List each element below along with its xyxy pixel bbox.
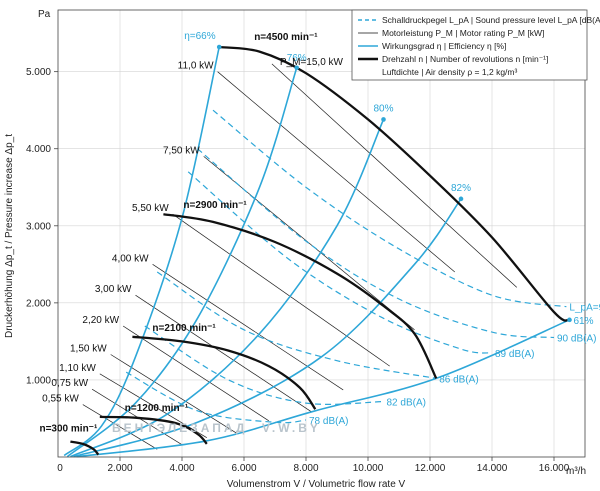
power-label: 0,75 kW (51, 378, 88, 389)
power-line (152, 264, 344, 391)
efficiency-label: 61% (574, 316, 594, 327)
x-tick-label: 10.000 (353, 463, 384, 474)
sound-curve (212, 109, 567, 308)
power-label: 4,00 kW (112, 253, 149, 264)
sound-label: 90 dB(A) (557, 334, 596, 345)
legend-sound: Schalldruckpegel L_pA | Sound pressure l… (382, 15, 600, 25)
legend-speed: Drehzahl n | Number of revolutions n [mi… (382, 54, 548, 64)
efficiency-curve (73, 198, 462, 458)
sound-label: 78 dB(A) (309, 416, 348, 427)
sound-curve (197, 148, 555, 339)
y-tick-label: 2.000 (26, 298, 51, 309)
efficiency-curve (70, 119, 385, 458)
x-tick-label: 14.000 (477, 463, 508, 474)
x-tick-label: 2.000 (107, 463, 132, 474)
y-tick-label: 3.000 (26, 221, 51, 232)
x-tick-label: 8.000 (293, 463, 318, 474)
legend-efficiency: Wirkungsgrad η | Efficiency η [%] (382, 41, 506, 51)
x-unit-label: m³/h (566, 466, 586, 477)
speed-curve (70, 440, 100, 456)
power-label: 2,20 kW (82, 315, 119, 326)
speed-label: n=4500 min⁻¹ (254, 32, 318, 43)
efficiency-marker (294, 65, 300, 71)
axes: 2.000 4.000 6.000 8.000 10.000 12.000 14.000 16… (26, 9, 586, 474)
sound-label: 89 dB(A) (495, 349, 534, 360)
efficiency-label: 82% (451, 183, 471, 194)
watermark-left: ВЕНТЭЛЕЗАПАД (112, 421, 247, 435)
power-line (122, 325, 269, 422)
speed-curve (219, 45, 571, 322)
power-label: P_M=15,0 kW (280, 57, 344, 68)
efficiency-curve (76, 319, 570, 458)
x-tick-label: 16.000 (539, 463, 570, 474)
motor-power-lines (82, 63, 518, 450)
legend-power: Motorleistung P_M | Motor rating P_M [kW… (382, 28, 544, 38)
power-label: 3,00 kW (95, 284, 132, 295)
power-line (135, 294, 313, 413)
efficiency-marker (567, 317, 572, 323)
x-axis-title: Volumenstrom V / Volumetric flow rate V (227, 479, 406, 490)
y-axis-title: Druckerhöhung Δp_t / Pressure increase Δ… (4, 134, 15, 338)
sound-label: L_pA=92 dB(A) (569, 303, 600, 314)
power-label: 11,0 kW (178, 61, 214, 72)
power-line (99, 373, 207, 439)
sound-label: 82 dB(A) (387, 398, 426, 409)
x-tick-label-zero: 0 (57, 463, 63, 474)
sound-label: 86 dB(A) (439, 374, 478, 385)
speed-label: n=300 min⁻¹ (39, 424, 97, 435)
speed-label: n=2100 min⁻¹ (152, 323, 216, 334)
power-label: 7,50 kW (163, 145, 200, 156)
efficiency-marker (381, 117, 386, 122)
x-tick-label: 6.000 (231, 463, 256, 474)
efficiency-curve (63, 46, 220, 457)
efficiency-label: 76% (287, 53, 307, 64)
efficiency-marker (458, 196, 464, 202)
y-tick-label: 4.000 (26, 144, 51, 155)
sound-curve (156, 271, 437, 379)
speed-curve (99, 415, 208, 445)
power-line (82, 404, 158, 450)
plot-frame (57, 9, 586, 458)
y-tick-label: 1.000 (26, 375, 51, 386)
x-tick-label: 12.000 (415, 463, 446, 474)
power-label: 5,50 kW (132, 203, 169, 214)
sound-curve (187, 171, 493, 354)
efficiency-marker (216, 44, 222, 50)
curve-labels: n=4500 min⁻¹ n=2900 min⁻¹ n=2100 min⁻¹ n=12… (39, 31, 600, 435)
y-tick-label: 5.000 (26, 67, 51, 78)
efficiency-curves (63, 46, 570, 458)
speed-label: n=1200 min⁻¹ (125, 403, 189, 414)
power-line (271, 63, 518, 288)
watermark-right: V.W.BY (262, 421, 321, 435)
speed-curves (70, 45, 571, 456)
x-tick-label: 4.000 (169, 463, 194, 474)
speed-curve (163, 213, 438, 379)
power-line (172, 213, 390, 367)
power-label: 1,10 kW (59, 363, 96, 374)
y-unit-label: Pa (38, 9, 51, 20)
legend-box: Schalldruckpegel L_pA | Sound pressure l… (351, 9, 600, 81)
power-label: 0,55 kW (42, 394, 79, 405)
efficiency-label: η=66% (184, 31, 216, 42)
legend-density: Luftdichte | Air density ρ = 1,2 kg/m³ (382, 67, 517, 77)
efficiency-markers (216, 44, 572, 323)
sound-curve (144, 325, 384, 405)
power-label: 1,50 kW (70, 344, 107, 355)
sound-curve (125, 371, 307, 424)
efficiency-label: 80% (373, 103, 393, 114)
sound-level-curves (125, 109, 567, 424)
speed-label: n=2900 min⁻¹ (183, 200, 247, 211)
power-line (217, 71, 456, 273)
speed-curve (132, 335, 317, 410)
